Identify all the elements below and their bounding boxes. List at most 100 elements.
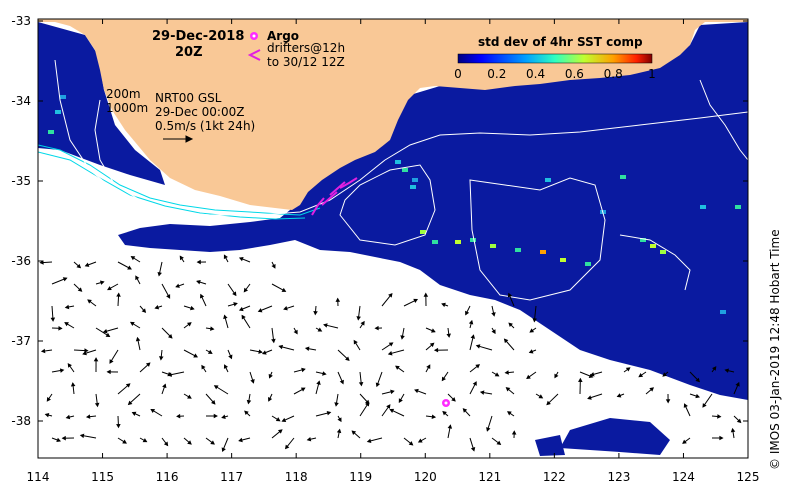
current-vector-head xyxy=(58,326,63,331)
current-vector-head xyxy=(159,356,164,361)
current-vector-head xyxy=(491,312,496,317)
sst-region xyxy=(38,22,165,185)
x-tick-label: 121 xyxy=(478,470,501,484)
current-vector-head xyxy=(387,351,393,356)
current-vector-head xyxy=(526,374,531,380)
current-vector-head xyxy=(107,286,112,291)
current-vector-head xyxy=(426,364,431,370)
plot-frame xyxy=(37,18,749,459)
sst-region xyxy=(560,418,670,455)
sst-speck xyxy=(700,205,706,209)
current-vector-head xyxy=(429,342,435,348)
current-vector-head xyxy=(587,395,592,400)
colorbar xyxy=(457,53,653,64)
y-tick-label: -33 xyxy=(11,14,31,28)
current-vector-head xyxy=(193,353,199,358)
plot-area xyxy=(38,19,748,458)
current-vector-head xyxy=(475,344,481,349)
current-vector-head xyxy=(135,336,141,342)
current-vector-head xyxy=(356,316,361,321)
current-vector-head xyxy=(275,417,281,422)
current-vector-head xyxy=(221,414,226,419)
current-vector-head xyxy=(210,326,215,331)
current-vector-head xyxy=(588,373,594,378)
sst-speck xyxy=(420,230,426,234)
current-vector-head xyxy=(223,314,228,320)
current-vector-head xyxy=(374,325,379,331)
current-vector-head xyxy=(223,364,229,369)
current-vector-head xyxy=(702,403,707,408)
current-vector-head xyxy=(462,408,468,413)
sst-speck xyxy=(660,250,666,254)
current-vector-head xyxy=(246,399,252,405)
y-tick-label: -38 xyxy=(11,414,31,428)
current-vector-head xyxy=(93,357,99,362)
current-vector-head xyxy=(261,350,267,355)
current-vector-head xyxy=(46,397,51,402)
coast-contour-2 xyxy=(38,151,306,220)
current-vector-head xyxy=(56,437,62,443)
current-vector-head xyxy=(662,372,667,377)
current-vector-head xyxy=(122,439,127,444)
current-vector-head xyxy=(413,298,419,303)
colorbar-title: std dev of 4hr SST comp xyxy=(478,35,643,49)
current-vector-head xyxy=(87,299,92,304)
current-vector-head xyxy=(351,430,357,435)
current-vector-head xyxy=(102,328,108,334)
current-vector-head xyxy=(447,424,453,429)
current-vector-head xyxy=(79,433,85,439)
current-vector-head xyxy=(176,413,181,419)
current-vector-head xyxy=(496,440,502,445)
sst-speck xyxy=(432,240,438,244)
current-vector-head xyxy=(131,411,137,416)
current-vector-head xyxy=(228,354,233,360)
current-vector-head xyxy=(554,373,559,379)
current-vector-head xyxy=(109,359,114,364)
current-vector-head xyxy=(167,372,172,377)
current-vector-head xyxy=(683,403,688,408)
current-vector-head xyxy=(682,439,687,444)
land-mass xyxy=(38,19,748,210)
current-vector-head xyxy=(414,388,419,394)
x-tick-label: 122 xyxy=(543,470,566,484)
current-vector-head xyxy=(304,346,310,351)
current-vector-head xyxy=(84,262,90,267)
current-vector-head xyxy=(301,367,306,373)
current-vector-head xyxy=(504,370,509,375)
current-vector-head xyxy=(313,311,318,316)
current-vector-head xyxy=(162,383,167,389)
current-vector-head xyxy=(64,322,69,327)
x-tick-label: 120 xyxy=(414,470,437,484)
current-vector-head xyxy=(730,427,736,433)
current-vector-head xyxy=(417,438,423,443)
current-vector-head xyxy=(366,438,372,444)
product-time-label: 29-Dec 00:00Z xyxy=(155,105,244,119)
current-vector-head xyxy=(135,275,140,281)
current-vector-head xyxy=(166,294,171,299)
current-vector-head xyxy=(507,292,513,298)
current-vector-head xyxy=(472,381,477,386)
sst-speck xyxy=(402,168,408,172)
current-vector-head xyxy=(390,389,395,395)
date-label: 29-Dec-2018 xyxy=(152,29,244,44)
sst-coverage xyxy=(38,22,748,456)
scale-label: 0.5m/s (1kt 24h) xyxy=(155,119,255,133)
sst-speck xyxy=(60,95,66,99)
current-vector-head xyxy=(446,333,451,338)
x-axis: 114 115 116 117 118 119 120 121 122 123 124 125 xyxy=(27,19,759,484)
current-vector-head xyxy=(70,382,76,387)
current-vector-head xyxy=(163,441,169,447)
current-vector-head xyxy=(486,427,491,432)
current-vector-head xyxy=(207,349,213,354)
x-tick-label: 123 xyxy=(607,470,630,484)
current-vector-head xyxy=(625,367,631,372)
current-vector-head xyxy=(238,306,244,312)
current-vector-head xyxy=(649,387,655,392)
current-vector-head xyxy=(99,280,105,285)
current-vector-head xyxy=(695,393,701,399)
current-vector-head xyxy=(616,393,622,398)
colorbar-tick-label: 0.2 xyxy=(487,67,506,81)
current-vector-head xyxy=(546,400,551,406)
current-vector-head xyxy=(281,417,287,423)
